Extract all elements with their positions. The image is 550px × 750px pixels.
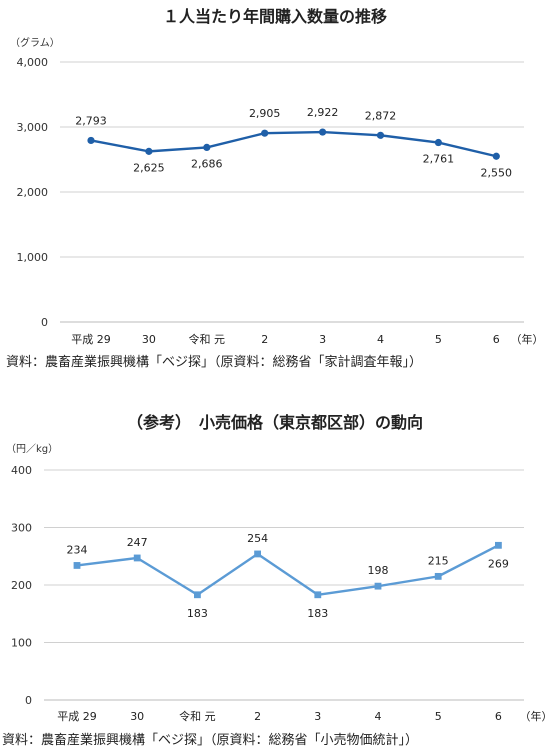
data-label: 254 [247,532,268,545]
x-tick-label: 6 [493,333,500,346]
data-label: 234 [67,543,88,556]
series-line-path [90,130,497,158]
x-tick-labels: 平成 29 30 令和 元 2 3 4 5 6 [71,332,500,346]
data-point-marker [434,572,442,580]
data-point-marker [492,152,500,160]
x-tick-label: 4 [377,333,384,346]
y-tick-label: 0 [25,694,32,707]
data-point-marker [73,562,81,569]
data-label: 183 [187,607,208,620]
data-label: 2,922 [307,106,339,119]
x-tick-label: 30 [142,333,156,346]
data-label: 2,625 [133,161,165,174]
y-unit-label: （グラム） [10,36,60,49]
y-tick-label: 100 [11,637,32,650]
y-tick-label: 200 [11,579,32,592]
x-tick-label: 5 [435,710,442,723]
x-tick-label: 6 [495,710,502,723]
data-label: 2,872 [365,109,397,122]
chart-title: １人当たり年間購入数量の推移 [163,7,387,26]
x-year-suffix: （年） [511,332,544,346]
data-point-marker [314,591,322,599]
data-labels: 234 247 183 254 183 198 215 269 [67,532,509,620]
source-note: 資料：農畜産業振興機構「ベジ探」（原資料：総務省「小売物価統計」） [2,732,418,748]
data-label: 2,761 [423,153,455,166]
data-point-marker [194,591,201,599]
data-point-marker [434,138,442,147]
data-label: 2,550 [481,166,513,179]
series-line [87,128,500,160]
data-point-marker [376,131,385,139]
data-label: 2,686 [191,157,223,170]
x-tick-label: 平成 29 [71,333,111,346]
x-tick-label: 3 [314,710,321,723]
x-year-suffix: （年） [520,709,550,723]
data-point-marker [145,147,153,155]
x-tick-label: 3 [319,333,326,346]
data-label: 198 [368,564,389,577]
y-tick-label: 3,000 [17,121,49,134]
data-point-marker [133,554,141,562]
x-tick-label: 令和 元 [179,709,216,723]
y-tick-labels: 0 100 200 300 400 [11,464,32,707]
chart-retail-price: （参考） 小売価格（東京都区部）の動向 （円／kg） 0 100 200 300 400… [2,413,550,748]
x-tick-label: 令和 元 [189,332,226,346]
x-tick-label: 平成 29 [57,710,97,723]
data-point-marker [87,136,95,145]
data-label: 183 [307,607,328,620]
y-tick-label: 1,000 [17,251,49,264]
y-tick-label: 400 [11,464,32,477]
data-point-marker [374,582,382,590]
y-tick-label: 0 [41,316,48,329]
x-tick-label: 2 [261,333,268,346]
data-point-marker [203,143,211,152]
series-line-path [76,544,499,596]
y-tick-label: 300 [11,522,32,535]
data-label: 269 [488,557,509,570]
series-line [73,541,502,599]
data-point-marker [261,129,269,137]
y-tick-label: 2,000 [17,186,49,199]
data-point-marker [319,128,327,136]
grid-lines [60,61,524,323]
y-tick-labels: 0 1,000 2,000 3,000 4,000 [17,56,49,329]
y-unit-label: （円／kg） [6,443,58,455]
chart-title: （参考） 小売価格（東京都区部）の動向 [127,413,423,432]
data-label: 247 [127,536,148,549]
chart-purchase-quantity: １人当たり年間購入数量の推移 （グラム） 0 1,000 2,000 3,000 4,0… [6,7,544,370]
x-tick-label: 2 [254,710,261,723]
y-tick-label: 4,000 [17,56,49,69]
data-labels: 2,793 2,625 2,686 2,905 2,922 2,872 2,761 2,550 [75,106,512,179]
data-point-marker [495,541,502,549]
data-point-marker [254,550,261,558]
x-tick-label: 5 [435,333,442,346]
source-note: 資料：農畜産業振興機構「ベジ探」（原資料：総務省「家計調査年報」） [6,354,422,370]
x-tick-labels: 平成 29 30 令和 元 2 3 4 5 6 [57,709,502,723]
grid-lines [44,469,524,701]
x-tick-label: 30 [130,710,144,723]
data-label: 2,905 [249,107,281,120]
x-tick-label: 4 [375,710,382,723]
data-label: 2,793 [75,114,107,127]
data-label: 215 [428,554,449,567]
